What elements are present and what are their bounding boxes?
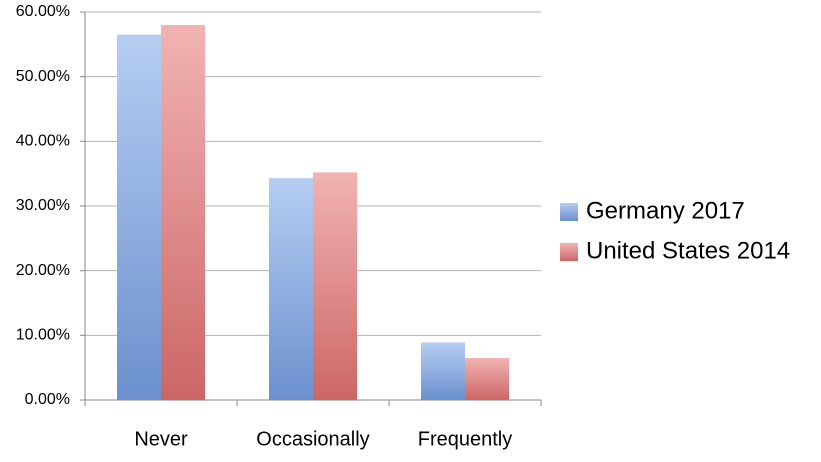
x-tick-label: Frequently bbox=[418, 428, 513, 450]
bar bbox=[161, 24, 205, 401]
bar bbox=[269, 178, 313, 400]
legend-swatch bbox=[560, 243, 578, 261]
x-tick-label: Occasionally bbox=[256, 428, 369, 450]
bar bbox=[117, 34, 161, 401]
y-tick-label: 50.00% bbox=[16, 68, 70, 85]
y-tick-label: 60.00% bbox=[16, 3, 70, 20]
legend-swatch bbox=[560, 203, 578, 221]
x-tick-label: Never bbox=[134, 428, 188, 450]
legend-label: Germany 2017 bbox=[586, 197, 745, 224]
y-tick-label: 30.00% bbox=[16, 197, 70, 214]
bar bbox=[421, 342, 465, 400]
y-tick-label: 40.00% bbox=[16, 133, 70, 150]
y-tick-label: 20.00% bbox=[16, 262, 70, 279]
bar bbox=[465, 357, 509, 400]
legend-label: United States 2014 bbox=[586, 237, 790, 264]
y-tick-label: 0.00% bbox=[25, 391, 70, 408]
y-tick-label: 10.00% bbox=[16, 327, 70, 344]
bar bbox=[313, 172, 357, 400]
